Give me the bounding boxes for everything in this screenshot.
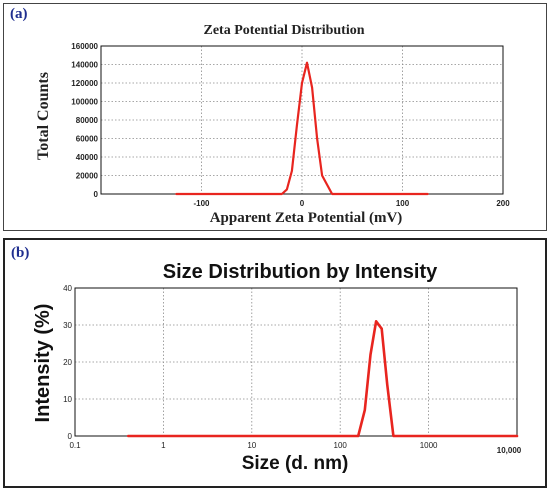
series-line <box>175 61 429 196</box>
x-tick-label: 0.1 <box>69 441 81 450</box>
y-tick-label: 20 <box>63 358 72 367</box>
x-tick-labels: 0.1 1 10 100 1000 10,000 <box>69 441 521 455</box>
series-group <box>175 61 429 196</box>
size-distribution-chart: 0 10 20 30 40 0.1 1 10 100 1000 10,000 Size Distr… <box>32 261 522 474</box>
y-tick-label: 40 <box>63 284 72 293</box>
y-tick-label: 160000 <box>71 42 98 51</box>
grid-lines <box>75 288 517 436</box>
x-tick-labels: -100 0 100 200 <box>193 199 510 208</box>
series-group <box>126 320 519 438</box>
y-tick-label: 30 <box>63 321 72 330</box>
panel-label-b: (b) <box>11 245 30 261</box>
y-tick-label: 60000 <box>76 135 99 144</box>
y-axis-label: Total Counts <box>35 72 52 160</box>
y-axis-label: Intensity (%) <box>32 304 54 423</box>
y-tick-label: 80000 <box>76 116 99 125</box>
panel-zeta-potential: (a) 0 20000 40000 60000 80000 100000 120000 140… <box>3 3 547 231</box>
grid-lines <box>101 46 503 194</box>
y-tick-label: 10 <box>63 395 72 404</box>
series-line <box>126 320 519 438</box>
y-tick-label: 140000 <box>71 61 98 70</box>
x-tick-label: 1 <box>161 441 166 450</box>
x-tick-label: 1000 <box>420 441 438 450</box>
y-tick-label: 0 <box>94 190 99 199</box>
x-axis-label: Size (d. nm) <box>242 453 349 474</box>
x-tick-label: 100 <box>334 441 348 450</box>
plot-area-frame <box>100 45 504 195</box>
panel-label-a: (a) <box>10 6 28 22</box>
x-tick-label: 200 <box>496 199 510 208</box>
x-tick-label: 10,000 <box>497 446 522 455</box>
y-tick-label: 40000 <box>76 153 99 162</box>
chart-title: Size Distribution by Intensity <box>163 261 438 283</box>
x-axis-label: Apparent Zeta Potential (mV) <box>210 210 403 226</box>
x-tick-label: 10 <box>247 441 256 450</box>
y-tick-labels: 0 10 20 30 40 <box>63 284 72 441</box>
zeta-potential-chart: 0 20000 40000 60000 80000 100000 120000 140000 1… <box>35 23 510 226</box>
y-tick-label: 0 <box>68 432 73 441</box>
y-tick-label: 100000 <box>71 98 98 107</box>
chart-title: Zeta Potential Distribution <box>204 23 365 38</box>
x-tick-label: -100 <box>193 199 210 208</box>
y-tick-labels: 0 20000 40000 60000 80000 100000 120000 140000 1… <box>71 42 98 199</box>
panel-size-distribution: (b) 0 10 20 30 40 0.1 1 10 100 1000 10,000 Size D… <box>3 238 547 488</box>
x-tick-label: 0 <box>300 199 305 208</box>
y-tick-label: 120000 <box>71 79 98 88</box>
y-tick-label: 20000 <box>76 172 99 181</box>
x-tick-label: 100 <box>396 199 410 208</box>
